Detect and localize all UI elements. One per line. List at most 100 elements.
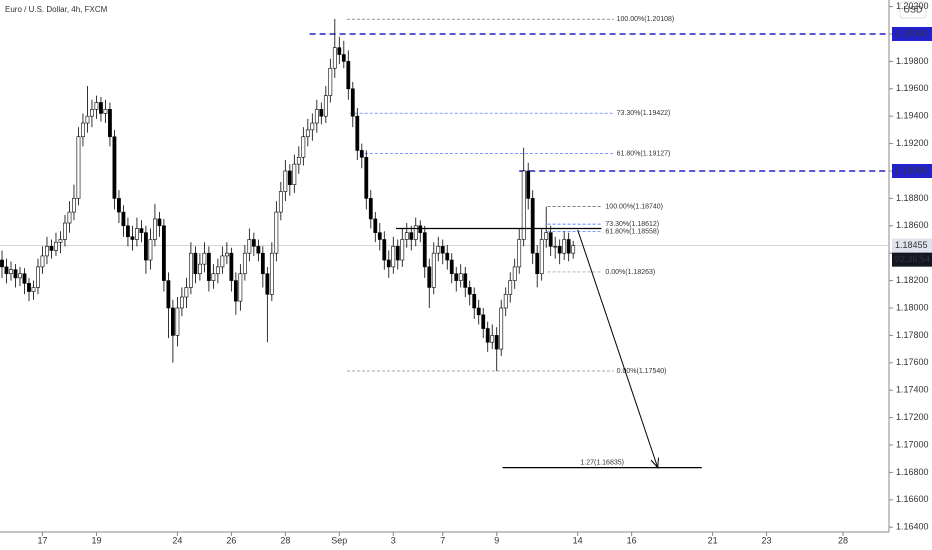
candle-body [301,136,306,158]
candle-body [256,246,261,254]
candle-body [54,241,58,251]
y-tick-label: 1.17400 [896,385,929,395]
candle-body [377,232,382,240]
candle-body [472,293,477,309]
candle-body [85,115,90,124]
candle-body [319,109,324,117]
candle-body [557,246,562,254]
candle-body [233,280,238,302]
candle-body [117,198,121,213]
candle-body [121,211,126,227]
candle-body [328,67,333,96]
y-tick-label: 1.19400 [896,111,929,121]
candle-body [144,232,148,261]
candle-body [108,109,112,138]
y-tick-label: 1.19600 [896,83,929,93]
candle-body [544,232,549,240]
candle-body [292,163,297,185]
candle-body [548,232,553,247]
candle-body [58,239,63,243]
y-tick-label: 1.19800 [896,56,929,66]
fib-label: 61.80%(1.18558) [605,228,659,235]
candle-body [440,246,445,254]
y-tick-label: 1.19200 [896,138,929,148]
candle-body [274,211,279,254]
candle-body [45,246,49,257]
countdown-box [892,252,932,267]
candle-body [364,156,369,199]
candle-body [368,198,373,220]
fib-label: 100.00%(1.18740) [605,203,663,210]
candle-body [166,280,171,309]
candle-body [494,335,499,350]
candle-body [184,287,189,298]
candle-body [503,293,508,309]
candle-body [197,263,202,275]
currency-button[interactable] [899,1,927,19]
candle-body [278,191,283,213]
candle-body [332,47,337,69]
candle-body [94,102,99,110]
candle-body [373,218,378,233]
candle-body [229,252,234,281]
candle-body [409,232,414,240]
candle-body [40,255,45,268]
candle-body [27,283,31,292]
candle-body [67,211,72,224]
candle-body [481,314,486,329]
y-tick-label: 1.17600 [896,357,929,367]
candle-body [287,170,292,185]
candle-body [526,170,531,199]
last-price-label: 1.18455 [895,240,928,250]
y-tick-label: 1.17200 [896,412,929,422]
x-tick-label: 26 [226,535,236,545]
candle-body [283,170,288,192]
candle-body [485,328,490,343]
candle-body [103,109,108,114]
candle-body [179,296,184,309]
candle-body [553,246,558,248]
arrow-line [577,229,659,468]
candle-body [90,109,94,117]
candle-body [431,252,436,288]
candle-body [22,273,27,284]
x-tick-label: 19 [91,535,101,545]
candle-body [72,198,76,213]
y-tick-label: 1.16400 [896,522,929,532]
y-tick-label: 1.20200 [896,1,929,11]
candle-body [247,239,252,254]
candle-body [76,136,81,199]
candle-body [31,287,36,292]
x-tick-label: 3 [391,535,396,545]
candle-body [220,255,225,268]
candle-body [126,225,130,238]
y-tick-label: 1.16800 [896,467,929,477]
candle-body [445,252,450,261]
candle-body [508,280,513,295]
fib-label: 73.30%(1.18612) [605,221,659,228]
candle-body [193,252,198,275]
candle-body [13,269,18,279]
candle-body [386,259,391,268]
candle-body [153,218,157,240]
y-tick-label: 1.18600 [896,220,929,230]
candle-body [521,170,526,240]
candle-body [0,259,4,268]
candle-body [355,115,360,151]
target-label: 1.27(1.16835) [580,459,624,466]
chart-title: Euro / U.S. Dollar, 4h, FXCM [5,5,108,14]
candle-body [310,122,315,131]
candle-body [130,236,135,240]
currency-label[interactable]: USD [903,4,923,14]
candle-body [202,252,207,265]
candle-body [449,259,454,275]
candle-body [395,246,400,261]
candle-body [175,307,180,336]
fib-label: 100.00%(1.20108) [617,16,675,23]
candle-body [404,232,409,240]
candle-body [215,266,220,275]
x-tick-label: 28 [280,535,290,545]
candle-body [206,252,211,281]
candle-body [323,95,328,117]
